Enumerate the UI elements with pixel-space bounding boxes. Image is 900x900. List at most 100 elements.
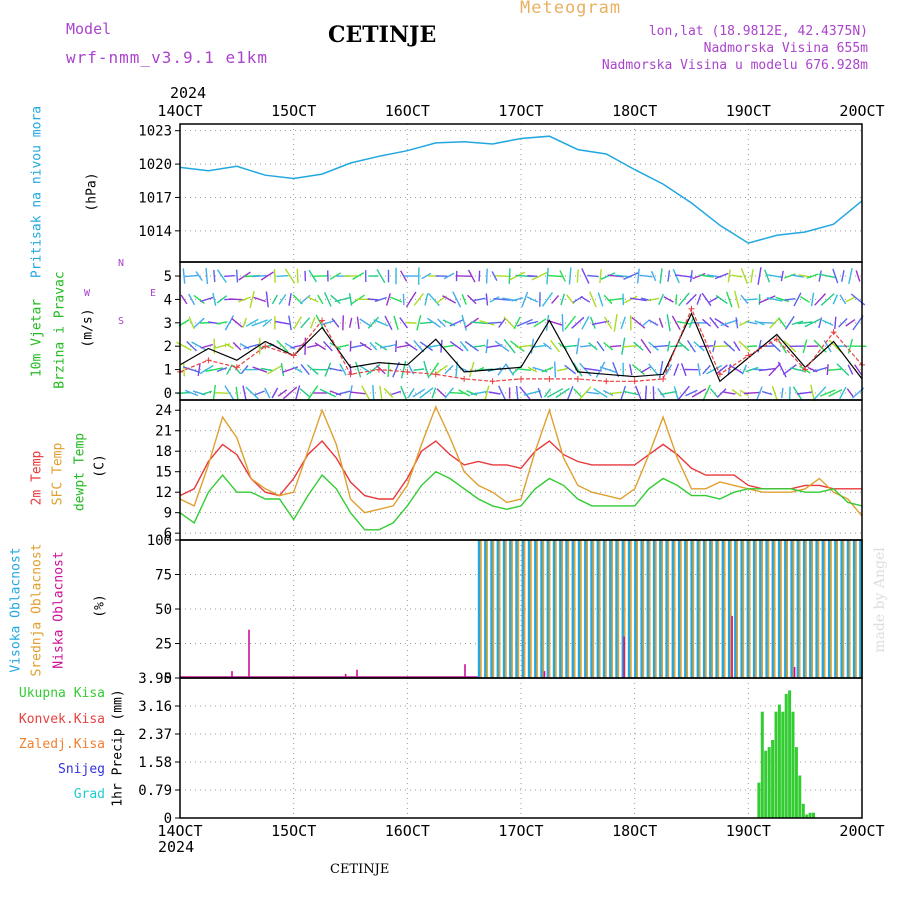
mid-cloud-bar <box>505 540 507 678</box>
wind-arrow <box>828 368 843 371</box>
wind-arrow <box>845 296 856 303</box>
precip-bar <box>805 814 809 818</box>
wind-arrow <box>739 319 750 327</box>
wind-arrow <box>355 361 362 378</box>
wind-arrow <box>716 388 727 398</box>
wind-arrow <box>245 386 259 400</box>
y-tick-label: 100 <box>147 533 172 549</box>
wind-gust-marker <box>432 371 439 378</box>
x-tick-label: 16OCT <box>385 822 430 840</box>
wind-arrow <box>757 339 762 353</box>
wind-arrow <box>294 385 301 401</box>
mid-cloud-bar <box>842 540 845 678</box>
wind-arrow <box>299 388 311 398</box>
x-tick-label: 19OCT <box>726 822 771 840</box>
model-name: wrf-nmm_v3.9.1 e1km <box>66 48 269 67</box>
wind-arrow <box>733 341 741 352</box>
mid-cloud-bar <box>680 540 682 678</box>
wind-arrow <box>280 362 285 377</box>
wind-gust-marker <box>461 375 468 382</box>
y-tick-label: 50 <box>155 602 172 618</box>
wind-arrow <box>575 338 580 355</box>
high-cloud-bar <box>640 540 643 678</box>
y-tick-label: 18 <box>155 444 172 460</box>
wind-arrow <box>784 315 795 330</box>
wind-arrow <box>832 294 839 305</box>
wind-arrow <box>372 385 375 401</box>
wind-arrow <box>400 385 408 401</box>
wind-arrow <box>242 317 247 328</box>
wind-arrow <box>215 392 229 394</box>
wind-arrow <box>733 290 740 309</box>
wind-arrow <box>253 296 267 303</box>
x-tick-label: 16OCT <box>385 102 430 120</box>
temp-ylabel-dewpt: dewpt Temp <box>72 432 88 512</box>
mid-cloud-bar <box>592 540 595 678</box>
wind-arrow <box>464 317 479 329</box>
wind-arrow <box>673 386 679 400</box>
high-cloud-bar <box>496 540 500 678</box>
y-tick-label: 24 <box>155 403 172 419</box>
high-cloud-bar <box>671 540 675 678</box>
wind-arrow <box>526 320 539 325</box>
wind-arrow <box>485 268 488 284</box>
wind-arrow <box>607 274 624 278</box>
precip-bar <box>798 775 802 818</box>
wind-arrow <box>390 296 403 303</box>
low-cloud-bar <box>248 629 250 678</box>
wind-arrow <box>576 269 579 283</box>
wind-arrow <box>488 391 501 395</box>
wind-arrow <box>665 364 673 375</box>
wind-arrow <box>374 296 388 303</box>
wind-arrow <box>834 316 837 330</box>
y-tick-label: 0 <box>164 671 172 687</box>
y-tick-label: 1020 <box>138 157 172 173</box>
wind-arrow <box>740 267 749 285</box>
wind-arrow <box>836 363 850 376</box>
wind-arrow <box>580 296 591 303</box>
temp-ylabel-sfc: SFC Temp <box>50 442 66 506</box>
wind-arrow <box>186 340 197 352</box>
wind-arrow <box>367 316 380 329</box>
high-cloud-bar <box>802 540 806 678</box>
mid-cloud-bar <box>498 540 501 678</box>
wind-arrow <box>685 293 697 305</box>
y-tick-label: 1.58 <box>138 755 172 771</box>
wind-arrow <box>309 316 316 329</box>
x-tick-label: 20OCT <box>839 102 884 120</box>
wind-arrow <box>467 269 476 283</box>
high-cloud-bar <box>852 540 856 678</box>
wind-arrow <box>757 267 762 285</box>
wind-arrow <box>634 385 642 401</box>
wind-arrow <box>393 315 399 330</box>
high-cloud-bar <box>527 540 531 678</box>
wind-arrow <box>667 270 671 282</box>
wind-arrow <box>260 367 274 372</box>
mid-cloud-bar <box>667 540 670 678</box>
wind-arrow <box>176 341 192 351</box>
x-tick-label: 19OCT <box>726 102 771 120</box>
y-tick-label: 4 <box>164 292 172 308</box>
wind-arrow <box>613 313 618 332</box>
lonlat-label: lon,lat (18.9812E, 42.4375N) <box>648 24 868 39</box>
wind-arrow <box>273 269 276 283</box>
y-tick-label: 1023 <box>138 124 172 140</box>
wind-arrow <box>306 364 319 375</box>
year-label-top: 2024 <box>170 84 207 102</box>
wind-arrow <box>820 293 835 306</box>
high-cloud-bar <box>565 540 568 678</box>
y-tick-label: 2 <box>164 339 172 355</box>
wind-arrow <box>543 342 552 350</box>
precip-bar <box>781 711 785 818</box>
wind-arrow <box>641 319 651 327</box>
wind-arrow <box>288 315 292 331</box>
wind-arrow <box>224 315 235 331</box>
wind-arrow <box>473 344 486 348</box>
high-cloud-bar <box>646 540 650 678</box>
wind-arrow <box>419 341 433 352</box>
wind-arrow <box>766 274 783 279</box>
wind-arrow <box>566 385 574 400</box>
high-cloud-bar <box>690 540 693 678</box>
wind-ylabel-2: Brzina i Pravac <box>52 271 68 389</box>
mid-cloud-bar <box>605 540 607 678</box>
